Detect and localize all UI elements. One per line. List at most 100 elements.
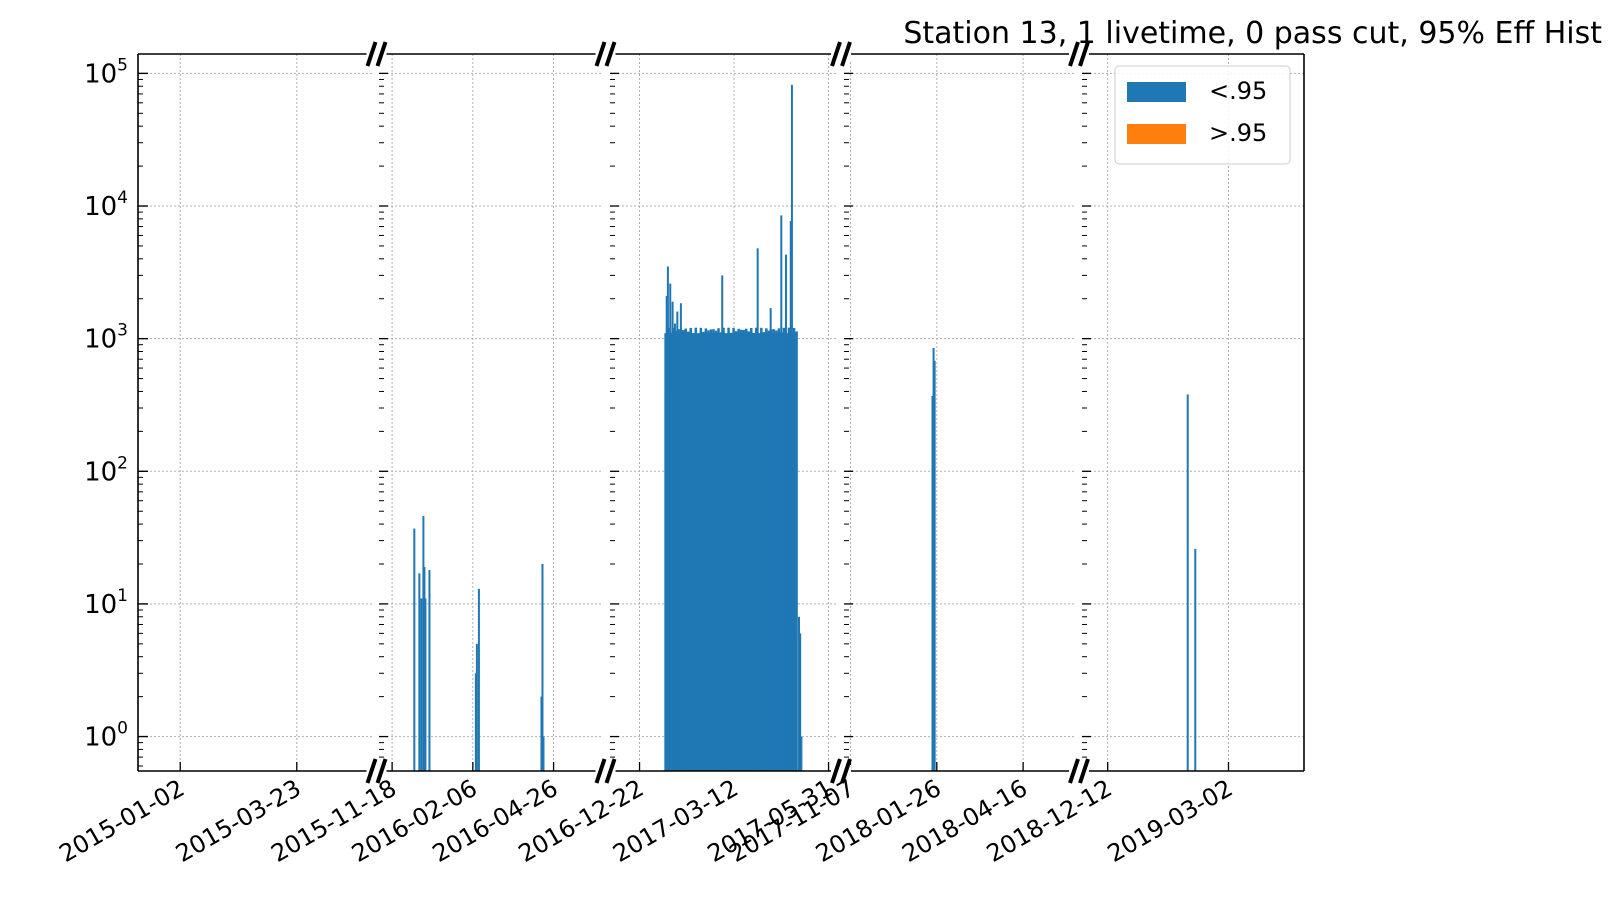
histogram-bar bbox=[933, 360, 936, 771]
y-tick-base: 10 bbox=[84, 59, 117, 89]
y-tick-label: 103 bbox=[84, 321, 128, 355]
axis-break-mark bbox=[1068, 758, 1080, 784]
y-tick-label: 105 bbox=[84, 55, 128, 89]
y-tick-exponent: 1 bbox=[117, 586, 128, 606]
histogram-fill-edge bbox=[692, 333, 695, 335]
histogram-bar bbox=[679, 303, 682, 771]
histogram-bar bbox=[931, 395, 934, 771]
axis-break-mark bbox=[1078, 41, 1090, 67]
axis-break-mark bbox=[365, 758, 378, 784]
histogram-bar bbox=[424, 598, 427, 771]
axis-break-mark bbox=[375, 41, 388, 67]
axis-breaks bbox=[365, 41, 1090, 784]
legend-label-below: <.95 bbox=[1209, 77, 1267, 105]
histogram-bar bbox=[1186, 394, 1189, 771]
y-tick-exponent: 0 bbox=[117, 719, 128, 739]
histogram-bar bbox=[665, 295, 668, 771]
y-tick-label: 100 bbox=[84, 719, 128, 753]
histogram-fill-edge bbox=[714, 330, 718, 335]
histogram-bar bbox=[789, 221, 792, 771]
histogram-fill-edge bbox=[747, 331, 750, 335]
histogram-fill-edge bbox=[782, 327, 786, 335]
histogram-fill-edge bbox=[795, 331, 798, 335]
histogram-fill-edge bbox=[765, 328, 768, 335]
histogram-fill-edge bbox=[687, 331, 690, 335]
histogram-fill-edge bbox=[755, 327, 758, 335]
histogram-fill-edge bbox=[772, 329, 776, 335]
histogram-fill-edge bbox=[760, 327, 763, 335]
histogram-bar bbox=[673, 323, 676, 771]
histogram-fill-edge bbox=[775, 330, 778, 335]
histogram-bar bbox=[756, 248, 759, 771]
histogram-bar bbox=[1194, 548, 1197, 771]
histogram-fill-edge bbox=[792, 327, 796, 335]
y-tick-exponent: 4 bbox=[117, 188, 128, 208]
histogram-bar bbox=[420, 598, 423, 771]
axis-break-mark bbox=[604, 758, 617, 784]
histogram-fill-edge bbox=[722, 327, 725, 335]
y-tick-label: 102 bbox=[84, 453, 128, 487]
axis-break-mark bbox=[594, 41, 607, 67]
axis-break-mark bbox=[840, 758, 852, 784]
histogram-fill-edge bbox=[699, 327, 703, 335]
histogram-fill-edge bbox=[717, 328, 720, 335]
histogram-bar bbox=[799, 633, 802, 771]
histogram-fill-edge bbox=[762, 332, 766, 335]
axis-break-mark bbox=[1078, 758, 1090, 784]
histogram-bar bbox=[477, 588, 480, 771]
legend: <.95 >.95 bbox=[1114, 65, 1291, 165]
histogram-bar bbox=[798, 616, 801, 771]
histogram-bar bbox=[423, 566, 426, 771]
y-tick-label: 101 bbox=[84, 586, 128, 620]
histogram-fill-edge bbox=[739, 329, 743, 335]
y-tick-base: 10 bbox=[84, 325, 117, 355]
axis-break-mark bbox=[830, 758, 842, 784]
histogram-fill-edge bbox=[729, 332, 733, 335]
histogram-bar bbox=[542, 736, 545, 771]
axis-break-mark bbox=[1068, 41, 1080, 67]
y-tick-base: 10 bbox=[84, 723, 117, 753]
histogram-bar bbox=[541, 563, 544, 771]
legend-swatch-above bbox=[1127, 124, 1186, 144]
histogram-fill-edge bbox=[777, 328, 781, 335]
histogram-fill-edge bbox=[749, 327, 753, 335]
y-tick-exponent: 3 bbox=[117, 321, 128, 341]
legend-label-above: >.95 bbox=[1209, 119, 1267, 147]
chart-title: Station 13, 1 livetime, 0 pass cut, 95% … bbox=[903, 16, 1602, 51]
histogram-bar bbox=[721, 275, 724, 771]
histogram-bar bbox=[666, 266, 669, 771]
y-tick-exponent: 2 bbox=[117, 453, 128, 473]
axis-break-mark bbox=[830, 41, 842, 67]
histogram-fill-edge bbox=[712, 329, 715, 335]
histogram-bar bbox=[413, 528, 416, 771]
histogram-fill-edge bbox=[719, 332, 723, 335]
histogram-bar bbox=[790, 84, 793, 772]
axis-break-mark bbox=[594, 758, 607, 784]
histogram-fill-edge bbox=[727, 327, 730, 335]
histogram-bar bbox=[418, 573, 421, 771]
histogram-fill-edge bbox=[767, 330, 771, 335]
histogram-fill-edge bbox=[704, 328, 708, 335]
histogram-fill-edge bbox=[734, 331, 738, 335]
histogram-fill-edge bbox=[737, 328, 740, 335]
histogram-fill-edge bbox=[742, 329, 745, 335]
histogram-fill-edge bbox=[697, 333, 700, 335]
histogram-bar bbox=[676, 311, 679, 771]
histogram-bar bbox=[474, 673, 477, 771]
axis-break-mark bbox=[604, 41, 617, 67]
histogram-bar bbox=[475, 643, 478, 771]
axis-break-mark bbox=[365, 41, 378, 67]
x-tick-label: 2015-01-02 bbox=[54, 774, 189, 868]
axis-break-mark bbox=[375, 758, 388, 784]
x-tick-label: 2019-03-02 bbox=[1103, 774, 1238, 868]
histogram-bar bbox=[785, 254, 788, 772]
histogram-fill bbox=[664, 333, 798, 771]
histogram-bar bbox=[540, 696, 543, 771]
histogram-fill-edge bbox=[681, 330, 685, 335]
histogram-fill-edge bbox=[694, 327, 698, 335]
axis-break-mark bbox=[840, 41, 852, 67]
y-tick-exponent: 5 bbox=[117, 55, 128, 75]
